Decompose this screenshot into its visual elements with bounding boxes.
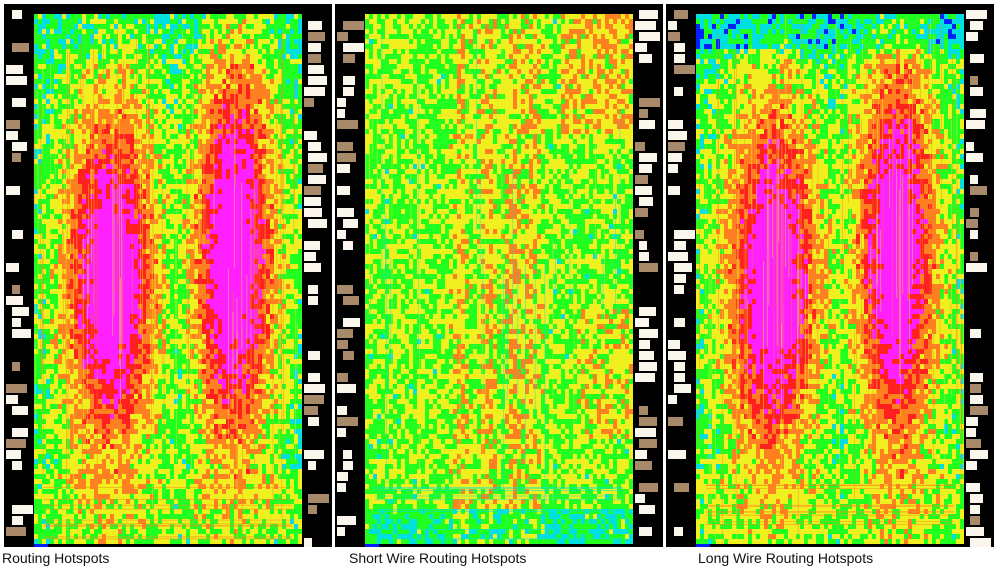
caption-routing-hotspots: Routing Hotspots bbox=[2, 550, 109, 566]
congestion-heatmap-core bbox=[696, 14, 965, 547]
congestion-heatmap-core bbox=[33, 14, 302, 547]
routing-streaks bbox=[33, 20, 298, 544]
panel-short-wire-routing-hotspots bbox=[335, 4, 663, 547]
congestion-cells bbox=[696, 14, 964, 544]
bottom-routing-bands bbox=[375, 487, 623, 540]
left-io-pad-ring bbox=[668, 10, 695, 547]
congestion-heatmap-core bbox=[365, 14, 633, 547]
congestion-cells bbox=[34, 14, 302, 544]
heatmap-long-wire bbox=[666, 4, 994, 547]
bottom-routing-bands bbox=[706, 484, 954, 525]
caption-long-wire-routing-hotspots: Long Wire Routing Hotspots bbox=[698, 550, 873, 566]
congestion-cells bbox=[365, 14, 633, 544]
heatmap-short-wire bbox=[335, 4, 663, 547]
heatmap-routing bbox=[4, 4, 332, 547]
left-io-pad-ring bbox=[6, 10, 33, 547]
bottom-routing-bands bbox=[44, 487, 292, 540]
caption-short-wire-routing-hotspots: Short Wire Routing Hotspots bbox=[349, 550, 526, 566]
right-io-pad-ring bbox=[966, 10, 991, 547]
routing-streaks bbox=[699, 14, 965, 544]
right-io-pad-ring bbox=[635, 10, 660, 547]
left-io-pad-ring bbox=[337, 10, 364, 547]
panel-long-wire-routing-hotspots bbox=[666, 4, 994, 547]
panel-routing-hotspots bbox=[4, 4, 332, 547]
right-io-pad-ring bbox=[304, 10, 329, 547]
routing-streaks bbox=[365, 31, 621, 544]
